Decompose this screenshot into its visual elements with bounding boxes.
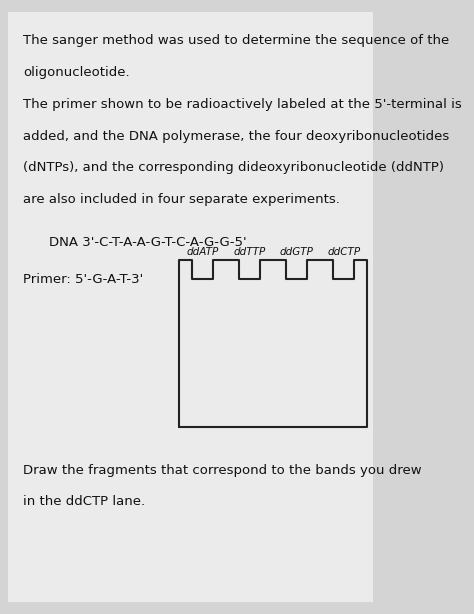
FancyBboxPatch shape: [8, 12, 373, 602]
Text: oligonucleotide.: oligonucleotide.: [23, 66, 129, 79]
Text: are also included in four separate experiments.: are also included in four separate exper…: [23, 193, 340, 206]
Text: ddGTP: ddGTP: [280, 247, 313, 257]
Text: The sanger method was used to determine the sequence of the: The sanger method was used to determine …: [23, 34, 449, 47]
Text: in the ddCTP lane.: in the ddCTP lane.: [23, 495, 145, 508]
Text: (dNTPs), and the corresponding dideoxyribonucleotide (ddNTP): (dNTPs), and the corresponding dideoxyri…: [23, 161, 444, 174]
Text: The primer shown to be radioactively labeled at the 5'-terminal is: The primer shown to be radioactively lab…: [23, 98, 462, 111]
Text: ddTTP: ddTTP: [233, 247, 265, 257]
Text: Primer: 5'-G-A-T-3': Primer: 5'-G-A-T-3': [23, 273, 143, 286]
Text: ddATP: ddATP: [186, 247, 219, 257]
Text: Draw the fragments that correspond to the bands you drew: Draw the fragments that correspond to th…: [23, 464, 421, 476]
Text: ddCTP: ddCTP: [327, 247, 360, 257]
Text: DNA 3'-C-T-A-A-G-T-C-A-G-G-5': DNA 3'-C-T-A-A-G-T-C-A-G-G-5': [49, 236, 247, 249]
Text: added, and the DNA polymerase, the four deoxyribonucleotides: added, and the DNA polymerase, the four …: [23, 130, 449, 142]
